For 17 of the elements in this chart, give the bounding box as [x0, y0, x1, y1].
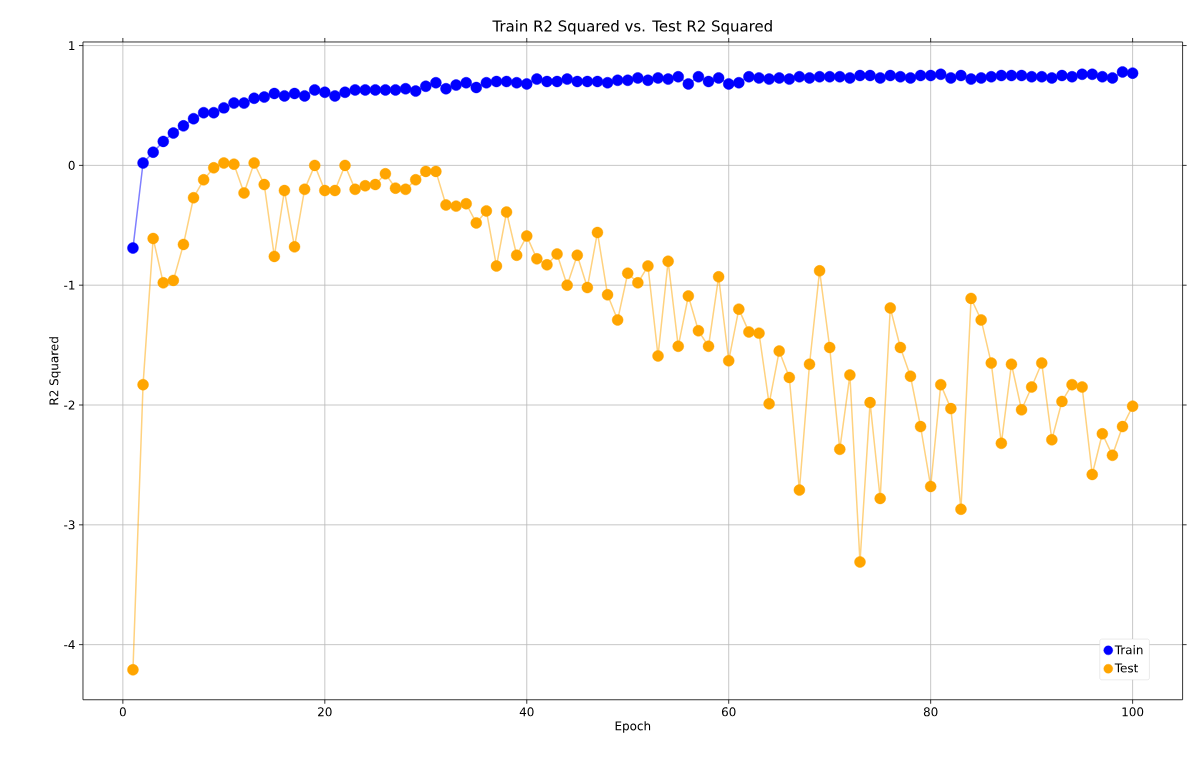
x-tick-label: 100 — [1122, 707, 1144, 717]
y-tick-label: -2 — [64, 400, 75, 410]
y-axis-title: R2 Squared — [49, 337, 61, 405]
x-tick-label: 20 — [318, 707, 332, 717]
y-tick-label: 0 — [68, 160, 75, 171]
x-axis-title: Epoch — [615, 721, 651, 733]
legend-label: Test — [1114, 663, 1139, 673]
x-tick-label: 80 — [923, 707, 938, 717]
legend-label: Train — [1114, 645, 1143, 655]
x-tick-label: 60 — [721, 707, 736, 717]
y-tick-label: 1 — [69, 41, 75, 51]
x-tick-label: 40 — [519, 707, 534, 717]
chart-title: Train R2 Squared vs. Test R2 Squared — [492, 20, 772, 35]
y-tick-label: -3 — [64, 520, 75, 530]
x-tick-label: 0 — [119, 707, 126, 717]
y-tick-label: -4 — [64, 640, 75, 650]
y-tick-label: -1 — [64, 280, 75, 290]
